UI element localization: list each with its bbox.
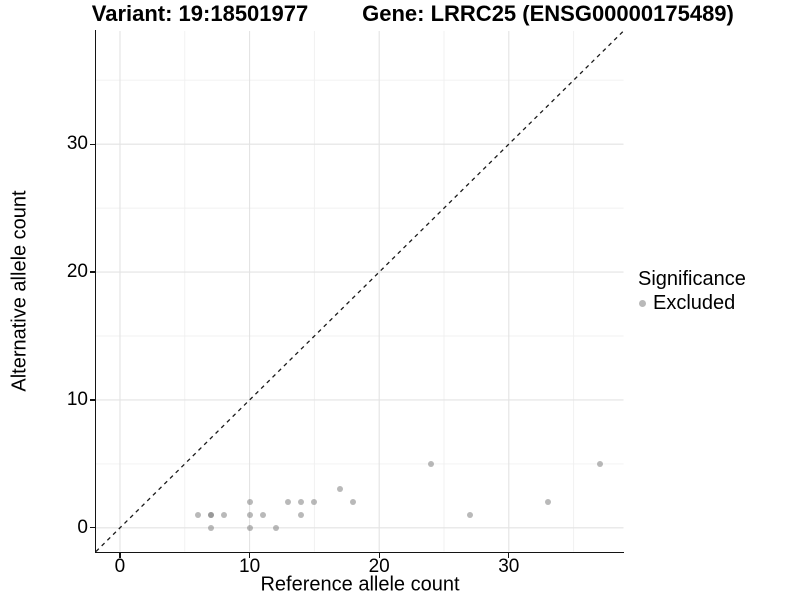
scatter-point bbox=[544, 499, 551, 506]
y-tick-label: 0 bbox=[77, 516, 88, 538]
y-tick-label: 10 bbox=[66, 388, 88, 410]
x-tick-label: 20 bbox=[368, 556, 390, 577]
gene-title: Gene: LRRC25 (ENSG00000175489) bbox=[362, 1, 734, 26]
y-axis-tick bbox=[90, 143, 95, 145]
scatter-point bbox=[337, 486, 344, 493]
scatter-point bbox=[285, 499, 292, 506]
y-axis-label: Alternative allele count bbox=[8, 190, 31, 392]
y-tick-label: 20 bbox=[66, 261, 88, 283]
scatter-point bbox=[207, 512, 214, 519]
scatter-point bbox=[311, 499, 318, 506]
y-axis-tick bbox=[90, 271, 95, 273]
plot-panel bbox=[95, 30, 624, 552]
y-axis-tick bbox=[90, 399, 95, 401]
legend-item-label: Excluded bbox=[653, 292, 736, 314]
gridlines-and-diagonal-svg bbox=[95, 30, 624, 552]
y-axis-tick bbox=[90, 527, 95, 529]
variant-title: Variant: 19:18501977 bbox=[91, 1, 309, 26]
x-tick-label: 10 bbox=[239, 556, 261, 577]
identity-dashed-line bbox=[95, 30, 624, 552]
scatter-point bbox=[466, 512, 473, 519]
scatter-point bbox=[298, 499, 305, 506]
legend: Significance Excluded bbox=[638, 268, 746, 315]
scatter-point bbox=[246, 512, 253, 519]
scatter-point bbox=[259, 512, 266, 519]
excluded-point-icon bbox=[639, 300, 646, 307]
x-axis-label: Reference allele count bbox=[260, 573, 460, 596]
legend-item-excluded: Excluded bbox=[638, 292, 746, 315]
scatter-point bbox=[207, 524, 214, 531]
scatter-point bbox=[194, 512, 201, 519]
x-tick-label: 30 bbox=[498, 556, 520, 577]
y-axis-line bbox=[94, 30, 97, 553]
x-tick-label: 0 bbox=[114, 556, 126, 577]
scatter-point bbox=[298, 512, 305, 519]
scatter-point bbox=[596, 460, 603, 467]
x-axis-tick bbox=[119, 553, 121, 558]
scatter-point bbox=[220, 512, 227, 519]
x-axis-tick bbox=[508, 553, 510, 558]
scatter-point bbox=[272, 524, 279, 531]
scatter-point bbox=[246, 524, 253, 531]
legend-title: Significance bbox=[638, 268, 746, 290]
x-axis-line bbox=[94, 551, 625, 554]
scatter-point bbox=[246, 499, 253, 506]
x-axis-tick bbox=[378, 553, 380, 558]
scatter-point bbox=[428, 460, 435, 467]
scatter-point bbox=[350, 499, 357, 506]
x-axis-tick bbox=[248, 553, 251, 558]
y-tick-label: 30 bbox=[66, 133, 88, 155]
